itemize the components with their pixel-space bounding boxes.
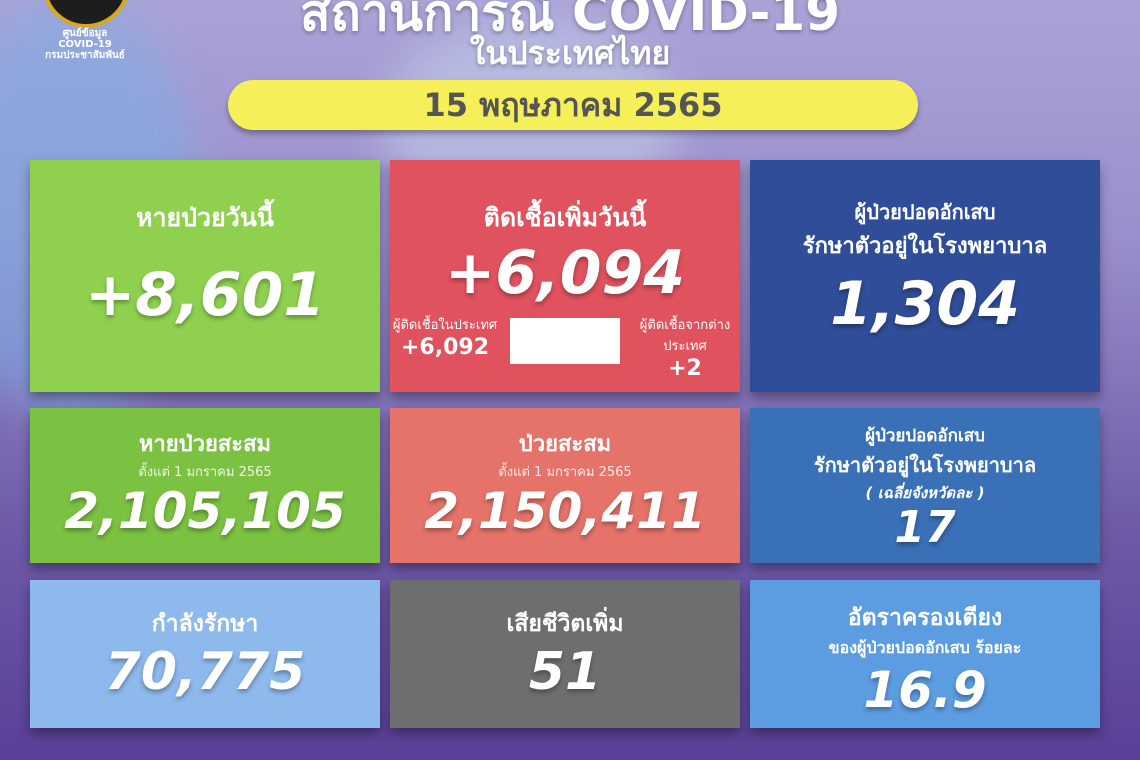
imported-value: +2 xyxy=(668,356,702,381)
card-label: รักษาตัวอยู่ในโรงพยาบาล xyxy=(802,234,1048,259)
card-sublabel: ตั้งแต่ 1 มกราคม 2565 xyxy=(138,465,272,480)
date-banner: 15 พฤษภาคม 2565 xyxy=(228,80,918,130)
domestic-value: +6,092 xyxy=(400,335,490,360)
card-value: 17 xyxy=(894,502,956,553)
card-value: 16.9 xyxy=(863,661,987,719)
card-label: ป่วยสะสม xyxy=(518,432,612,457)
card-value: 1,304 xyxy=(830,269,1020,339)
card-label: รักษาตัวอยู่ในโรงพยาบาล xyxy=(813,453,1037,477)
card-bed-rate: อัตราครองเตียง ของผู้ป่วยปอดอักเสบ ร้อยล… xyxy=(750,580,1100,728)
card-recovered-today: หายป่วยวันนี้ +8,601 xyxy=(30,160,380,392)
card-value: 70,775 xyxy=(104,642,306,702)
card-label: อัตราครองเตียง xyxy=(847,605,1003,631)
divider xyxy=(510,318,620,364)
card-value: +6,094 xyxy=(444,238,686,308)
card-label: ( เฉลี่ยจังหวัดละ ) xyxy=(865,484,985,502)
card-label: ผู้ป่วยปอดอักเสบ xyxy=(865,426,985,446)
card-label: หายป่วยวันนี้ xyxy=(136,203,274,232)
card-value: 2,150,411 xyxy=(424,482,706,540)
card-label: เสียชีวิตเพิ่ม xyxy=(506,611,624,637)
card-label: ของผู้ป่วยปอดอักเสบ ร้อยละ xyxy=(828,638,1022,657)
card-recovered-total: หายป่วยสะสม ตั้งแต่ 1 มกราคม 2565 2,105,… xyxy=(30,408,380,563)
card-new-cases: ติดเชื้อเพิ่มวันนี้ +6,094 ผู้ติดเชื้อใน… xyxy=(390,160,740,392)
card-pneumonia: ผู้ป่วยปอดอักเสบ รักษาตัวอยู่ในโรงพยาบาล… xyxy=(750,160,1100,392)
card-value: +8,601 xyxy=(84,260,326,330)
logo-text: ศูนย์ข้อมูล COVID-19 กรมประชาสัมพันธ์ xyxy=(45,28,125,61)
card-sublabel: ตั้งแต่ 1 มกราคม 2565 xyxy=(498,465,632,480)
card-deaths: เสียชีวิตเพิ่ม 51 xyxy=(390,580,740,728)
imported-label: ผู้ติดเชื้อจากต่างประเทศ xyxy=(639,318,731,354)
card-value: 51 xyxy=(528,642,602,702)
card-label: ติดเชื้อเพิ่มวันนี้ xyxy=(483,203,647,232)
page-subtitle: ในประเทศไทย xyxy=(469,34,671,72)
card-label: ผู้ป่วยปอดอักเสบ xyxy=(854,200,996,224)
card-label: หายป่วยสะสม xyxy=(138,432,272,457)
card-treating: กำลังรักษา 70,775 xyxy=(30,580,380,728)
card-pneumonia-avg: ผู้ป่วยปอดอักเสบ รักษาตัวอยู่ในโรงพยาบาล… xyxy=(750,408,1100,563)
page-title: สถานการณ์ COVID-19 xyxy=(300,0,840,42)
card-label: กำลังรักษา xyxy=(151,611,259,637)
domestic-label: ผู้ติดเชื้อในประเทศ xyxy=(392,318,498,333)
card-value: 2,105,105 xyxy=(64,482,346,540)
card-cases-total: ป่วยสะสม ตั้งแต่ 1 มกราคม 2565 2,150,411 xyxy=(390,408,740,563)
